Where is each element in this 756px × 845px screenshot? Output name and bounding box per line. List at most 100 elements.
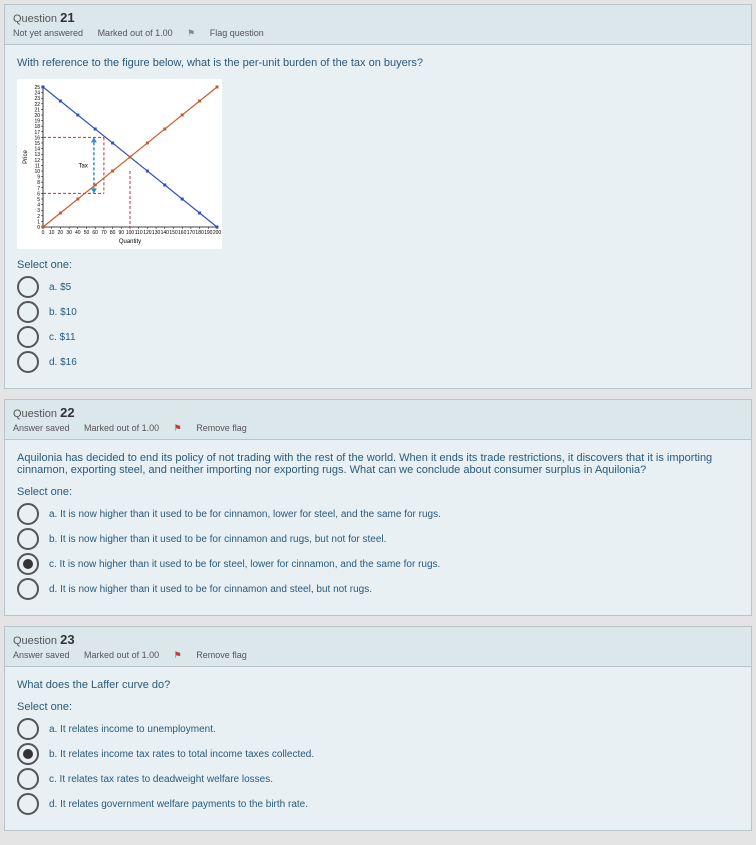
option-row: c. $11 [17,326,739,348]
svg-text:11: 11 [35,163,40,169]
option-label: c. It relates tax rates to deadweight we… [49,774,273,785]
radio-button[interactable] [17,276,39,298]
question-number: 21 [60,10,74,25]
svg-text:190: 190 [204,230,213,236]
question-label: Question [13,635,57,647]
svg-text:8: 8 [37,180,40,186]
option-row: b. It relates income tax rates to total … [17,743,739,765]
question-block: Question 23 Answer saved Marked out of 1… [4,626,752,831]
option-row: a. It relates income to unemployment. [17,718,739,740]
question-number: 22 [60,405,74,420]
svg-text:16: 16 [34,135,40,141]
svg-text:5: 5 [37,197,40,203]
option-label: a. It is now higher than it used to be f… [49,509,441,520]
svg-text:90: 90 [119,230,125,236]
svg-text:200: 200 [213,230,221,236]
answer-status: Not yet answered [13,28,83,38]
question-number: 23 [60,632,74,647]
question-label: Question [13,13,57,25]
radio-button[interactable] [17,718,39,740]
radio-button[interactable] [17,743,39,765]
option-row: d. $16 [17,351,739,373]
svg-text:12: 12 [34,158,40,164]
radio-button[interactable] [17,503,39,525]
svg-text:70: 70 [101,230,107,236]
svg-text:110: 110 [135,230,143,236]
svg-text:4: 4 [37,203,40,209]
svg-text:18: 18 [34,124,40,130]
svg-text:140: 140 [161,230,170,236]
svg-text:Tax: Tax [79,163,88,169]
svg-text:100: 100 [126,230,135,236]
svg-text:130: 130 [152,230,161,236]
svg-text:150: 150 [169,230,178,236]
question-content: With reference to the figure below, what… [4,45,752,389]
svg-text:24: 24 [34,91,40,97]
svg-text:60: 60 [92,230,98,236]
flag-label: Remove flag [196,650,247,660]
svg-text:50: 50 [84,230,90,236]
marks-label: Marked out of 1.00 [98,28,173,38]
svg-text:2: 2 [37,214,40,220]
svg-text:3: 3 [37,208,40,214]
option-label: b. It is now higher than it used to be f… [49,534,386,545]
svg-text:21: 21 [34,107,40,113]
flag-question-link[interactable]: ⚑ Flag question [187,28,276,38]
svg-text:Quantity: Quantity [119,239,141,245]
svg-text:13: 13 [34,152,40,158]
svg-text:Price: Price [23,150,29,164]
option-row: d. It relates government welfare payment… [17,793,739,815]
svg-text:160: 160 [178,230,187,236]
option-row: a. $5 [17,276,739,298]
question-title: Question 22 [13,405,743,420]
question-content: What does the Laffer curve do? Select one… [4,667,752,831]
question-label: Question [13,408,57,420]
svg-text:10: 10 [34,169,40,175]
radio-button[interactable] [17,768,39,790]
svg-text:30: 30 [66,230,72,236]
flag-question-link[interactable]: ⚑ Remove flag [174,650,259,660]
svg-text:80: 80 [110,230,116,236]
svg-text:1: 1 [37,219,40,225]
option-label: a. $5 [49,282,71,293]
radio-button[interactable] [17,301,39,323]
radio-button[interactable] [17,793,39,815]
option-label: c. It is now higher than it used to be f… [49,559,440,570]
flag-icon: ⚑ [174,650,182,660]
svg-text:10: 10 [49,230,55,236]
option-row: b. It is now higher than it used to be f… [17,528,739,550]
question-text: What does the Laffer curve do? [17,679,739,691]
select-one-label: Select one: [17,259,739,271]
svg-text:120: 120 [143,230,152,236]
flag-icon: ⚑ [174,423,182,433]
svg-text:170: 170 [187,230,196,236]
svg-text:22: 22 [34,102,40,108]
radio-button[interactable] [17,326,39,348]
radio-button[interactable] [17,578,39,600]
radio-button[interactable] [17,553,39,575]
radio-button[interactable] [17,528,39,550]
svg-text:20: 20 [58,230,64,236]
flag-label: Flag question [210,28,264,38]
option-label: c. $11 [49,332,76,343]
marks-label: Marked out of 1.00 [84,650,159,660]
question-header: Question 21 Not yet answered Marked out … [4,4,752,45]
select-one-label: Select one: [17,701,739,713]
svg-text:9: 9 [37,175,40,181]
svg-text:14: 14 [34,147,40,153]
marks-label: Marked out of 1.00 [84,423,159,433]
svg-text:20: 20 [34,113,40,119]
svg-text:180: 180 [195,230,204,236]
option-label: b. It relates income tax rates to total … [49,749,314,760]
radio-button[interactable] [17,351,39,373]
answer-status: Answer saved [13,423,70,433]
question-block: Question 22 Answer saved Marked out of 1… [4,399,752,616]
option-row: d. It is now higher than it used to be f… [17,578,739,600]
svg-text:6: 6 [37,191,40,197]
question-text: With reference to the figure below, what… [17,57,739,69]
question-title: Question 23 [13,632,743,647]
flag-question-link[interactable]: ⚑ Remove flag [174,423,259,433]
tax-figure: 0123456789101112131415161718192021222324… [17,79,222,249]
svg-text:25: 25 [34,85,40,91]
svg-text:0: 0 [37,225,40,231]
